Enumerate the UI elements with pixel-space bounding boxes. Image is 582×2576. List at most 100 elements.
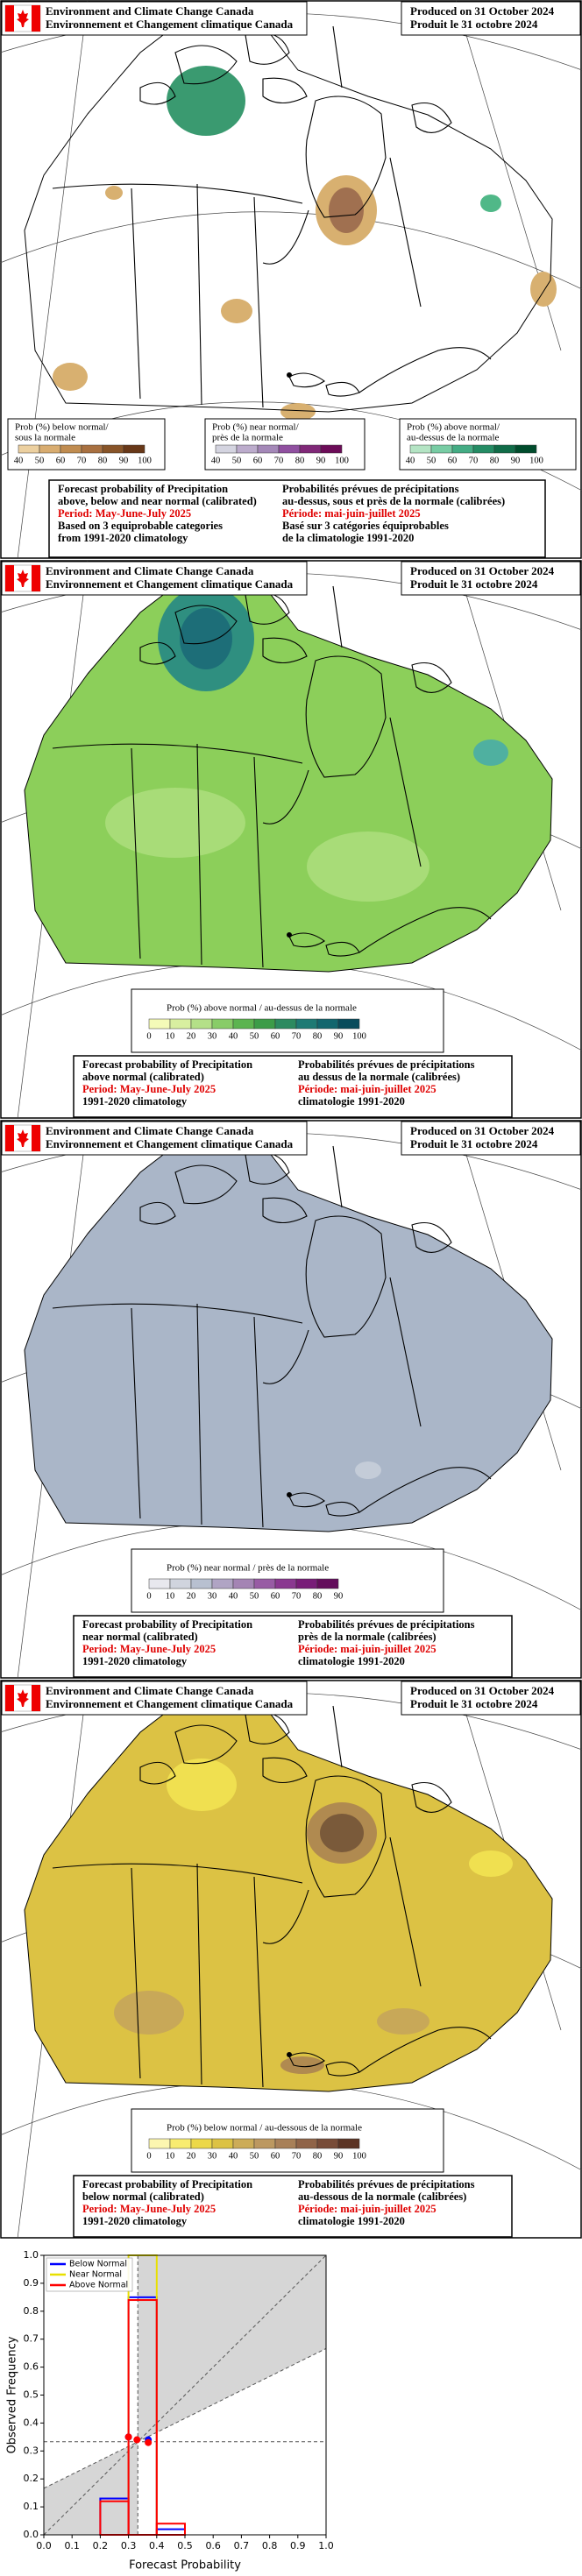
y-tick-label: 1.0: [24, 2249, 39, 2261]
legend-swatch: [316, 2138, 339, 2149]
legend-tick-label: 40: [211, 456, 221, 465]
legend-tick-label: 90: [316, 456, 326, 465]
legend-title: au-dessus de la normale: [407, 433, 499, 443]
coastline: [305, 655, 387, 778]
legend-swatch: [232, 1578, 255, 1589]
probability-patch: [180, 608, 232, 669]
agency-name: Environment and Climate Change Canada: [46, 1124, 254, 1137]
legend-tick-label: 20: [187, 1031, 196, 1041]
coastline: [411, 662, 452, 693]
coastline: [174, 605, 238, 645]
city-marker: [287, 1492, 292, 1497]
coastline: [139, 1761, 176, 1785]
legend-tick-label: 40: [406, 456, 415, 465]
legend-tick-label: 40: [229, 1031, 238, 1041]
x-tick-label: 1.0: [318, 2540, 334, 2551]
legend-tick-label: 80: [313, 1591, 323, 1601]
x-tick-label: 0.1: [64, 2540, 80, 2551]
coastline: [131, 188, 141, 400]
probability-patch: [320, 1814, 364, 1852]
legend-tick-label: 30: [208, 1031, 217, 1041]
perfect-reliability: [43, 2254, 327, 2536]
legend-swatch: [274, 2138, 297, 2149]
legend-tick-label: 0: [146, 2151, 151, 2161]
agency-name: Environnement et Changement climatique C…: [46, 1137, 294, 1150]
coastline: [196, 183, 202, 406]
legend-tick-label: 50: [250, 1031, 259, 1041]
coastline: [174, 1724, 238, 1765]
coastline: [305, 1775, 387, 1898]
coastline: [325, 941, 360, 957]
header-box: [1, 1681, 308, 1716]
legend-swatch: [123, 444, 146, 454]
legend-swatch: [148, 2138, 171, 2149]
info-box: [73, 2175, 513, 2238]
flag-leaf: [17, 1129, 29, 1147]
production-date: Produit le 31 octobre 2024: [410, 577, 538, 591]
legend-swatch: [148, 1578, 171, 1589]
x-axis-label: Forecast Probability: [129, 2559, 241, 2572]
info-text: Forecast probability of Precipitation: [82, 2178, 252, 2190]
coastline: [139, 641, 176, 665]
info-text: Période: mai-juin-juillet 2025: [298, 2203, 436, 2215]
info-text: 1991-2020 climatology: [82, 1655, 188, 1667]
info-text: près de la normale (calibrées): [298, 1631, 436, 1643]
coastline: [174, 1164, 238, 1205]
agency-name: Environment and Climate Change Canada: [46, 1684, 254, 1697]
coastline: [174, 45, 238, 85]
city-marker: [287, 372, 292, 378]
legend-swatch: [148, 1018, 171, 1030]
coastline: [52, 743, 303, 764]
legend-tick-label: 50: [250, 1591, 259, 1601]
info-text: Probabilités prévues de précipitations: [298, 1618, 475, 1631]
coastline: [253, 756, 264, 968]
legend-label: Above Normal: [69, 2281, 128, 2290]
flag-leaf: [17, 10, 29, 27]
probability-patch: [307, 832, 429, 902]
legend-tick-label: 60: [271, 1591, 280, 1601]
legend-swatch: [295, 1578, 318, 1589]
legend-title: près de la normale: [212, 433, 283, 443]
probability-patch: [355, 1461, 381, 1479]
info-text: au-dessus, sous et près de la normale (c…: [282, 495, 505, 507]
probability-patch: [530, 272, 557, 307]
legend-swatch: [169, 1578, 192, 1589]
coastline: [262, 769, 309, 824]
y-tick-label: 0.1: [24, 2501, 39, 2512]
legend-box: [7, 418, 166, 471]
legend-swatch: [515, 444, 537, 454]
agency-name: Environnement et Changement climatique C…: [46, 18, 294, 31]
info-text: Period: May-June-July 2025: [58, 507, 191, 520]
legend-box: [399, 418, 577, 471]
legend-swatch: [316, 1018, 339, 1030]
info-text: Probabilités prévues de précipitations: [298, 1058, 475, 1071]
graticule: [0, 211, 582, 290]
legend-swatch: [278, 444, 301, 454]
y-tick-label: 0.4: [24, 2417, 39, 2428]
info-text: Based on 3 equiprobable categories: [58, 520, 223, 532]
info-text: climatologie 1991-2020: [298, 1095, 405, 1108]
info-text: Period: May-June-July 2025: [82, 1643, 216, 1655]
coastline: [332, 585, 343, 648]
legend-swatch: [253, 2138, 276, 2149]
x-tick-label: 0.6: [205, 2540, 221, 2551]
legend-tick-label: 0: [146, 1031, 151, 1041]
x-tick-label: 0.9: [290, 2540, 306, 2551]
legend-tick-label: 0: [146, 1591, 151, 1601]
coastline: [262, 637, 308, 664]
map-panel: Environment and Climate Change CanadaEnv…: [0, 1679, 582, 2240]
legend-swatch: [211, 1018, 234, 1030]
legend-swatch: [190, 1018, 213, 1030]
legend-tick-label: 100: [352, 2151, 366, 2161]
production-date: Produit le 31 octobre 2024: [410, 1697, 538, 1710]
legend-swatch: [253, 1578, 276, 1589]
coastline: [131, 747, 141, 959]
info-text: de la climatologie 1991-2020: [282, 532, 414, 544]
coastline: [358, 347, 492, 393]
x-tick-label: 0.8: [262, 2540, 278, 2551]
legend-tick-label: 40: [14, 456, 24, 465]
legend-tick-label: 60: [448, 456, 458, 465]
coastline: [196, 1303, 202, 1525]
